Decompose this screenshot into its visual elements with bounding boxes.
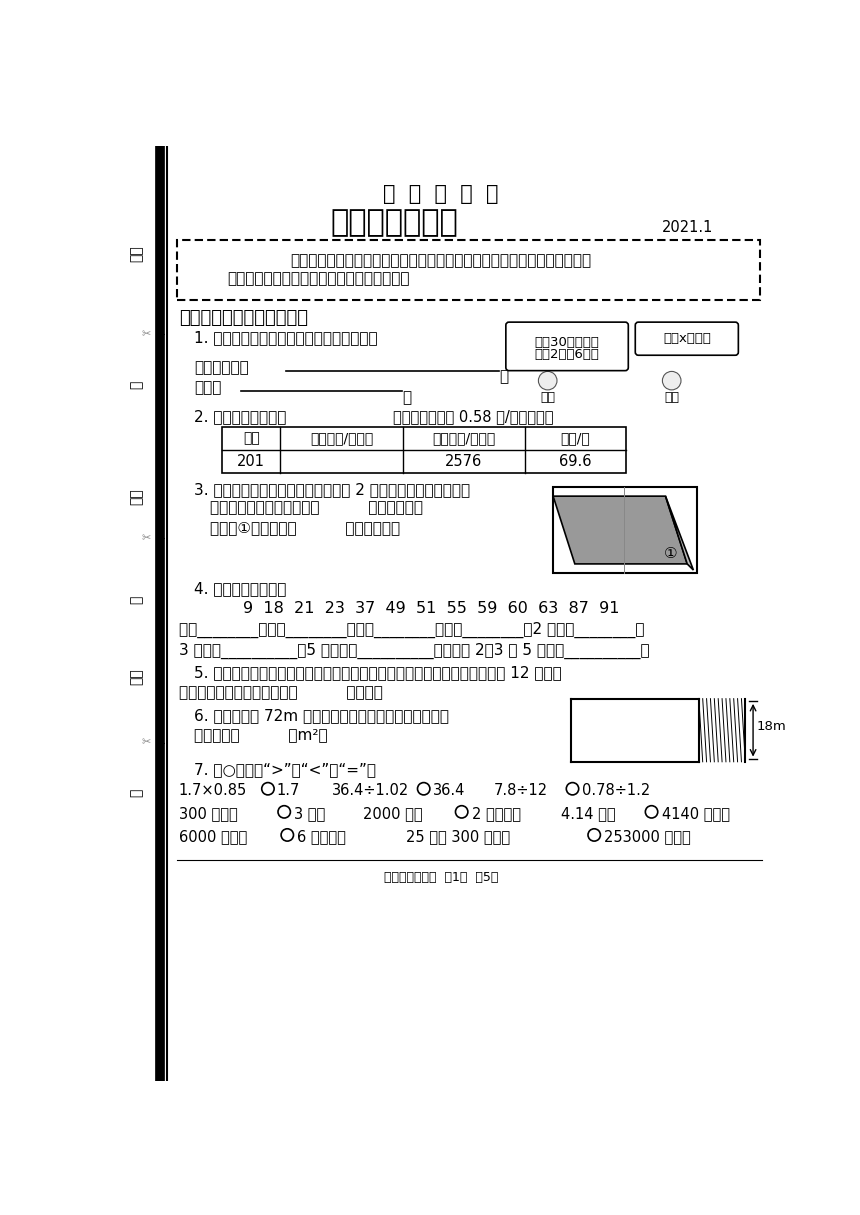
Text: 同学们，经过一学期的努力学习，你一定收获很大吗！快来展示一下自己！: 同学们，经过一学期的努力学习，你一定收获很大吗！快来展示一下自己！ (290, 254, 592, 269)
Text: 36.4: 36.4 (433, 782, 465, 797)
Text: 本次读数/千瓦时: 本次读数/千瓦时 (433, 431, 495, 446)
Circle shape (456, 806, 468, 818)
Bar (222, 426, 626, 473)
Circle shape (261, 782, 274, 795)
Text: ；: ； (499, 369, 508, 384)
Text: 考号: 考号 (130, 245, 144, 262)
Text: 五年级数学试题: 五年级数学试题 (330, 208, 458, 237)
Text: 5. 一个三角形和一个平行四边形的底相等，面积也相等。如果三角形的高是 12 厘米，: 5. 一个三角形和一个平行四边形的底相等，面积也相等。如果三角形的高是 12 厘… (194, 666, 562, 680)
Text: 36.4÷1.02: 36.4÷1.02 (332, 782, 409, 797)
Text: 300 平方米: 300 平方米 (179, 806, 237, 820)
Text: 方程：: 方程： (194, 380, 222, 396)
Text: 姓名: 姓名 (130, 487, 144, 504)
Text: 18m: 18m (757, 719, 787, 733)
Text: 2021.1: 2021.1 (661, 220, 713, 234)
Text: 2. 算一算、填一填。: 2. 算一算、填一填。 (194, 409, 286, 424)
Text: 班级: 班级 (130, 668, 144, 685)
Text: 4.14 公顿: 4.14 公顿 (561, 806, 616, 820)
Text: 25 公顿 300 平方米: 25 公顿 300 平方米 (406, 829, 510, 843)
Text: 4140 平方米: 4140 平方米 (661, 806, 729, 820)
Text: 9  18  21  23  37  49  51  55  59  60  63  87  91: 9 18 21 23 37 49 51 55 59 60 63 87 91 (243, 601, 619, 616)
Text: 一、认真读题，合理填空。: 一、认真读题，合理填空。 (179, 309, 308, 327)
Circle shape (566, 782, 579, 795)
Text: 1. 根据题意写出数量关系式，并列出方程。: 1. 根据题意写出数量关系式，并列出方程。 (194, 330, 378, 345)
Circle shape (278, 806, 291, 818)
Circle shape (538, 372, 557, 390)
Circle shape (417, 782, 430, 795)
Circle shape (281, 829, 293, 841)
Bar (553, 487, 697, 573)
Text: 质数________；合数________；奇数________；偶数________；2 的倍数________；: 质数________；合数________；奇数________；偶数_____… (179, 622, 644, 638)
Text: 3 的倍数__________；5 的倍数：__________；同时是 2、3 和 5 的倍数__________；: 3 的倍数__________；5 的倍数：__________；同时是 2、3… (179, 643, 649, 659)
Text: 数量关系式：: 数量关系式： (194, 360, 249, 375)
Text: 3 公顿: 3 公顿 (293, 806, 325, 820)
Text: ✂: ✂ (142, 329, 151, 339)
Text: （电费的单价是 0.58 元/千瓦时。）: （电费的单价是 0.58 元/千瓦时。） (393, 409, 553, 424)
Text: 。: 。 (402, 390, 411, 405)
Text: 诊  断  性  测  评: 诊 断 性 测 评 (383, 185, 499, 204)
Text: 小强: 小强 (664, 391, 679, 403)
Text: ✂: ✂ (142, 738, 151, 747)
Text: 4. 分一分，填一填。: 4. 分一分，填一填。 (194, 582, 286, 597)
Circle shape (588, 829, 600, 841)
Text: 6000 平方米: 6000 平方米 (179, 829, 247, 843)
Text: 6. 如下图，用 72m 长的篱筆靠墙围一块菜地，这块菜地: 6. 如下图，用 72m 长的篱筆靠墙围一块菜地，这块菜地 (194, 708, 449, 723)
Text: ①: ① (664, 547, 678, 561)
Text: 我朂30本书，比: 我朂30本书，比 (535, 337, 599, 349)
Text: 7. 在○里填上“>”、“<”或“=”。: 7. 在○里填上“>”、“<”或“=”。 (194, 762, 377, 776)
Text: 2 平方千米: 2 平方千米 (472, 806, 521, 820)
Text: 签: 签 (130, 789, 144, 797)
Text: 6 平方千米: 6 平方千米 (297, 829, 346, 843)
Text: 你的2倍少6本。: 你的2倍少6本。 (535, 347, 599, 361)
Text: 的面积是（          ）m²。: 的面积是（ ）m²。 (194, 727, 328, 742)
Text: 仔细读题，认真思考，相信你会取得好成绩！: 仔细读题，认真思考，相信你会取得好成绩！ (228, 271, 410, 287)
Text: 涂色平行四边形的面积是（          ）平方厘米；: 涂色平行四边形的面积是（ ）平方厘米； (210, 501, 423, 515)
Text: 201: 201 (237, 454, 265, 469)
Text: 7.8÷12: 7.8÷12 (494, 782, 548, 797)
Text: 3. 右图中的大长方形是由两个边长为 2 厘米的小正方形拼成的。: 3. 右图中的大长方形是由两个边长为 2 厘米的小正方形拼成的。 (194, 482, 470, 497)
Text: 1.7×0.85: 1.7×0.85 (179, 782, 247, 797)
Text: 线: 线 (130, 380, 144, 389)
Text: 册: 册 (130, 595, 144, 604)
Text: 2000 公顿: 2000 公顿 (363, 806, 423, 820)
Text: 户号: 户号 (243, 431, 260, 446)
Text: 那么这个平行四边形的高是（          ）厘米。: 那么这个平行四边形的高是（ ）厘米。 (179, 685, 383, 700)
Polygon shape (666, 496, 693, 570)
Text: 0.78÷1.2: 0.78÷1.2 (582, 782, 650, 797)
FancyBboxPatch shape (506, 322, 629, 371)
Bar (177, 239, 760, 300)
Polygon shape (553, 496, 687, 564)
Text: 1.7: 1.7 (276, 782, 300, 797)
Text: ✂: ✂ (142, 533, 151, 543)
Text: 2576: 2576 (445, 454, 482, 469)
FancyBboxPatch shape (636, 322, 739, 355)
Text: 三角形①的面积是（          ）平方厘米。: 三角形①的面积是（ ）平方厘米。 (210, 520, 400, 535)
Text: 五年级数学试题  第1页  共5页: 五年级数学试题 第1页 共5页 (384, 871, 498, 885)
Circle shape (662, 372, 681, 390)
Text: 253000 平方米: 253000 平方米 (604, 829, 691, 843)
Text: 69.6: 69.6 (559, 454, 592, 469)
Text: 上次读数/千瓦时: 上次读数/千瓦时 (310, 431, 373, 446)
Text: 我有x本书。: 我有x本书。 (663, 332, 710, 345)
Text: 电费/元: 电费/元 (561, 431, 591, 446)
Circle shape (645, 806, 658, 818)
Text: 小芳: 小芳 (540, 391, 556, 403)
